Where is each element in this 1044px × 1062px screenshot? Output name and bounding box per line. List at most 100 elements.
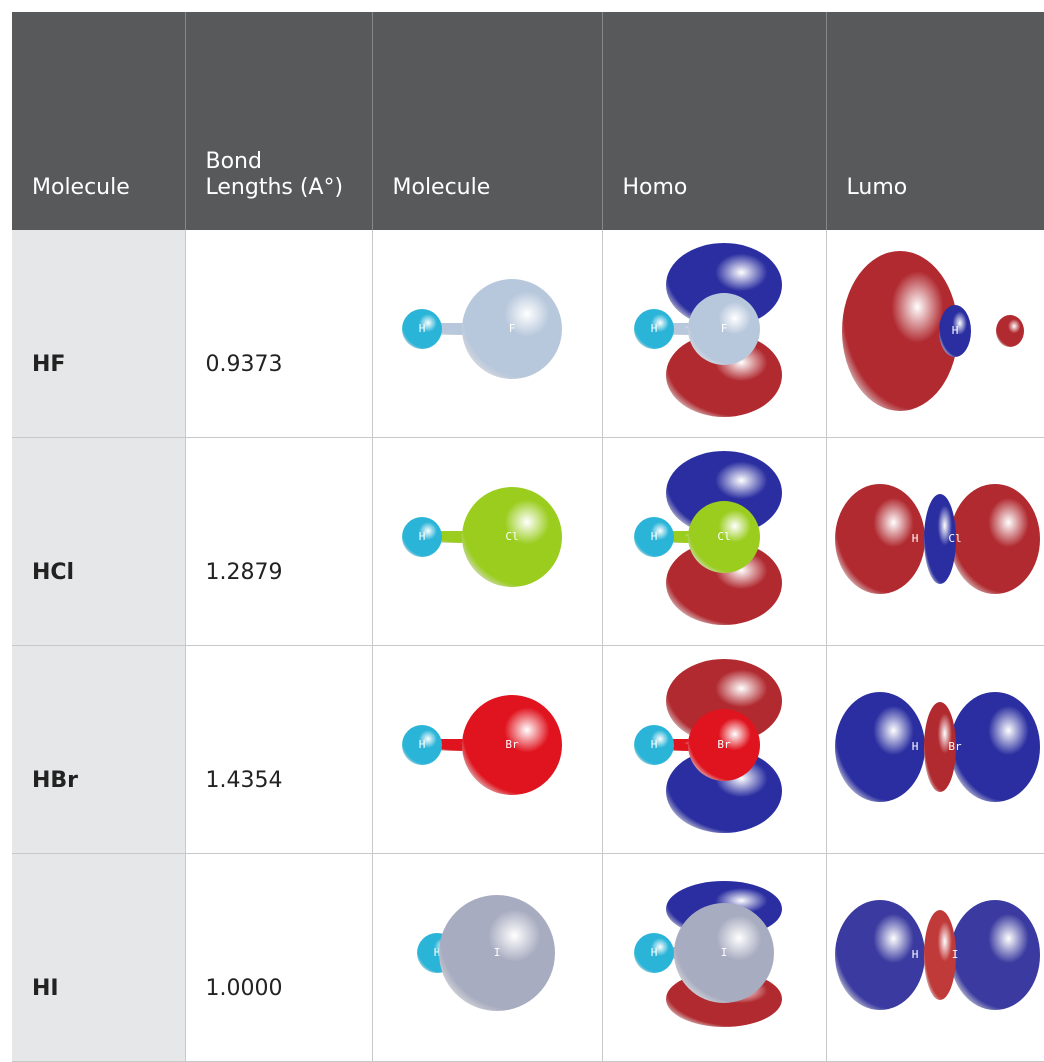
orbital-lobe <box>666 541 782 625</box>
molecule-name: HBr <box>12 645 186 854</box>
atom-label: Cl <box>717 530 730 543</box>
molecule-name: HF <box>12 230 186 438</box>
heavy-atom <box>462 487 562 587</box>
lumo-drawing: H Br <box>835 692 1041 802</box>
atom-label: I <box>952 948 959 961</box>
atom-label: I <box>721 946 728 959</box>
orbital-lobe <box>666 659 782 743</box>
hydrogen-atom <box>634 725 674 765</box>
lumo-image: H Cl <box>826 437 1044 646</box>
bond-length: 0.9373 <box>185 230 373 438</box>
heavy-atom <box>674 903 774 1003</box>
atom-label: H <box>912 532 919 545</box>
orbital-lobe <box>666 451 782 535</box>
atom-label: Cl <box>949 532 962 545</box>
header-cell: Bond Lengths (A°) <box>185 12 373 230</box>
heavy-atom <box>688 709 760 781</box>
homo-drawing: H Cl <box>634 451 782 625</box>
molecule-name: HI <box>12 853 186 1062</box>
atom-label: H <box>651 738 658 751</box>
orbital-lobe <box>842 251 959 411</box>
atom-label: H <box>952 324 959 337</box>
atom-label: Br <box>949 740 963 753</box>
homo-drawing: H Br <box>634 659 782 833</box>
molecule-name: HCl <box>12 437 186 646</box>
heavy-atom <box>688 501 760 573</box>
hydrogen-atom <box>402 309 442 349</box>
heavy-atom <box>688 293 760 365</box>
molecule-image: H Br <box>372 645 603 854</box>
homo-image: H Cl <box>602 437 827 646</box>
orbital-lobe <box>924 702 957 792</box>
lumo-image: H Br <box>826 645 1044 854</box>
molecule-drawing: H Br <box>402 695 562 795</box>
orbital-lobe <box>666 749 782 833</box>
atom-label: F <box>721 322 728 335</box>
hydrogen-atom <box>634 309 674 349</box>
bond-length: 1.2879 <box>185 437 373 646</box>
atom-label: Cl <box>505 530 518 543</box>
table-row: HI 1.0000 H I H I H I <box>12 853 1044 1062</box>
atom-label: H <box>419 322 426 335</box>
orbital-lobe <box>666 333 782 417</box>
hydrogen-atom <box>402 725 442 765</box>
orbital-lobe <box>950 484 1041 594</box>
orbital-lobe <box>939 305 972 357</box>
lumo-drawing: H Cl <box>835 484 1041 594</box>
atom-label: I <box>494 946 501 959</box>
orbital-lobe <box>924 494 957 584</box>
bond-length: 1.4354 <box>185 645 373 854</box>
molecule-drawing: H Cl <box>402 487 562 587</box>
header-cell: Molecule <box>12 12 186 230</box>
header-cell: Molecule <box>372 12 603 230</box>
orbital-lobe <box>996 315 1025 347</box>
hydrogen-atom <box>402 517 442 557</box>
orbital-lobe <box>835 692 926 802</box>
table-body: HF 0.9373 H F H F H F HCl 1.2879 H Cl H Cl H Cl HBr 1.435… <box>12 230 1044 1062</box>
heavy-atom <box>439 895 555 1011</box>
orbital-lobe <box>950 692 1041 802</box>
bond-length: 1.0000 <box>185 853 373 1062</box>
atom-label: Br <box>717 738 731 751</box>
atom-label: H <box>434 946 441 959</box>
orbital-lobe <box>950 900 1041 1010</box>
atom-label: H <box>419 738 426 751</box>
orbital-lobe <box>835 484 926 594</box>
orbital-lobe <box>666 243 782 327</box>
header-cell: Lumo <box>826 12 1044 230</box>
table-row: HF 0.9373 H F H F H F <box>12 230 1044 438</box>
orbital-lobe <box>835 900 926 1010</box>
atom-label: F <box>977 324 984 337</box>
table-row: HBr 1.4354 H Br H Br H Br <box>12 645 1044 854</box>
atom-label: H <box>912 740 919 753</box>
homo-image: H Br <box>602 645 827 854</box>
table-row: HCl 1.2879 H Cl H Cl H Cl <box>12 437 1044 646</box>
hydrogen-atom <box>634 933 674 973</box>
header-row: Molecule Bond Lengths (A°) Molecule Homo Lum… <box>12 12 1044 230</box>
atom-label: H <box>419 530 426 543</box>
molecule-table: Molecule Bond Lengths (A°) Molecule Homo Lum… <box>12 12 1044 1062</box>
atom-label: H <box>651 530 658 543</box>
header-cell: Homo <box>602 12 827 230</box>
atom-label: H <box>651 946 658 959</box>
atom-label: F <box>509 322 516 335</box>
atom-label: H <box>651 322 658 335</box>
atom-label: Br <box>505 738 519 751</box>
molecule-image: H Cl <box>372 437 603 646</box>
heavy-atom <box>462 279 562 379</box>
hydrogen-atom <box>634 517 674 557</box>
orbital-lobe <box>924 910 957 1000</box>
heavy-atom <box>462 695 562 795</box>
